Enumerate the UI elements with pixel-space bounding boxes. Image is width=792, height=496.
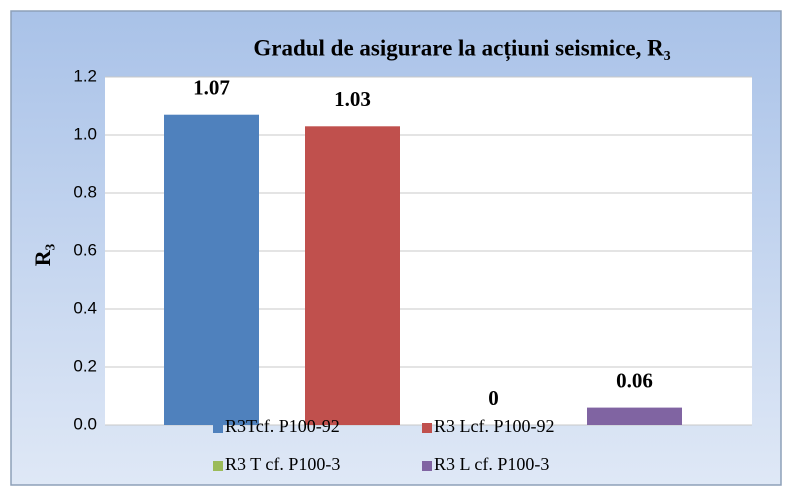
y-axis-label: R₃	[30, 243, 55, 266]
y-tick-label: 0.2	[73, 356, 97, 375]
legend-swatch	[213, 461, 223, 471]
y-tick-label: 1.0	[73, 124, 97, 143]
y-tick-label: 0.4	[73, 298, 97, 317]
data-label: 1.07	[193, 76, 230, 100]
y-tick-label: 1.2	[73, 66, 97, 85]
bar	[587, 407, 682, 425]
legend-label: R3Tcf. P100-92	[225, 416, 340, 436]
data-label: 0.06	[616, 368, 653, 392]
y-tick-label: 0.8	[73, 182, 97, 201]
data-label: 0	[488, 386, 499, 410]
legend-label: R3 L cf. P100-3	[434, 454, 549, 474]
bar	[305, 126, 400, 426]
bar	[164, 114, 259, 425]
legend-swatch	[422, 423, 432, 433]
legend-swatch	[213, 423, 223, 433]
legend-swatch	[422, 461, 432, 471]
y-tick-label: 0.6	[73, 240, 97, 259]
y-tick-label: 0.0	[73, 414, 97, 433]
legend-label: R3 Lcf. P100-92	[434, 416, 555, 436]
chart-title: Gradul de asigurare la acțiuni seismice,…	[253, 35, 670, 61]
legend-label: R3 T cf. P100-3	[225, 454, 340, 474]
data-label: 1.03	[334, 87, 371, 111]
